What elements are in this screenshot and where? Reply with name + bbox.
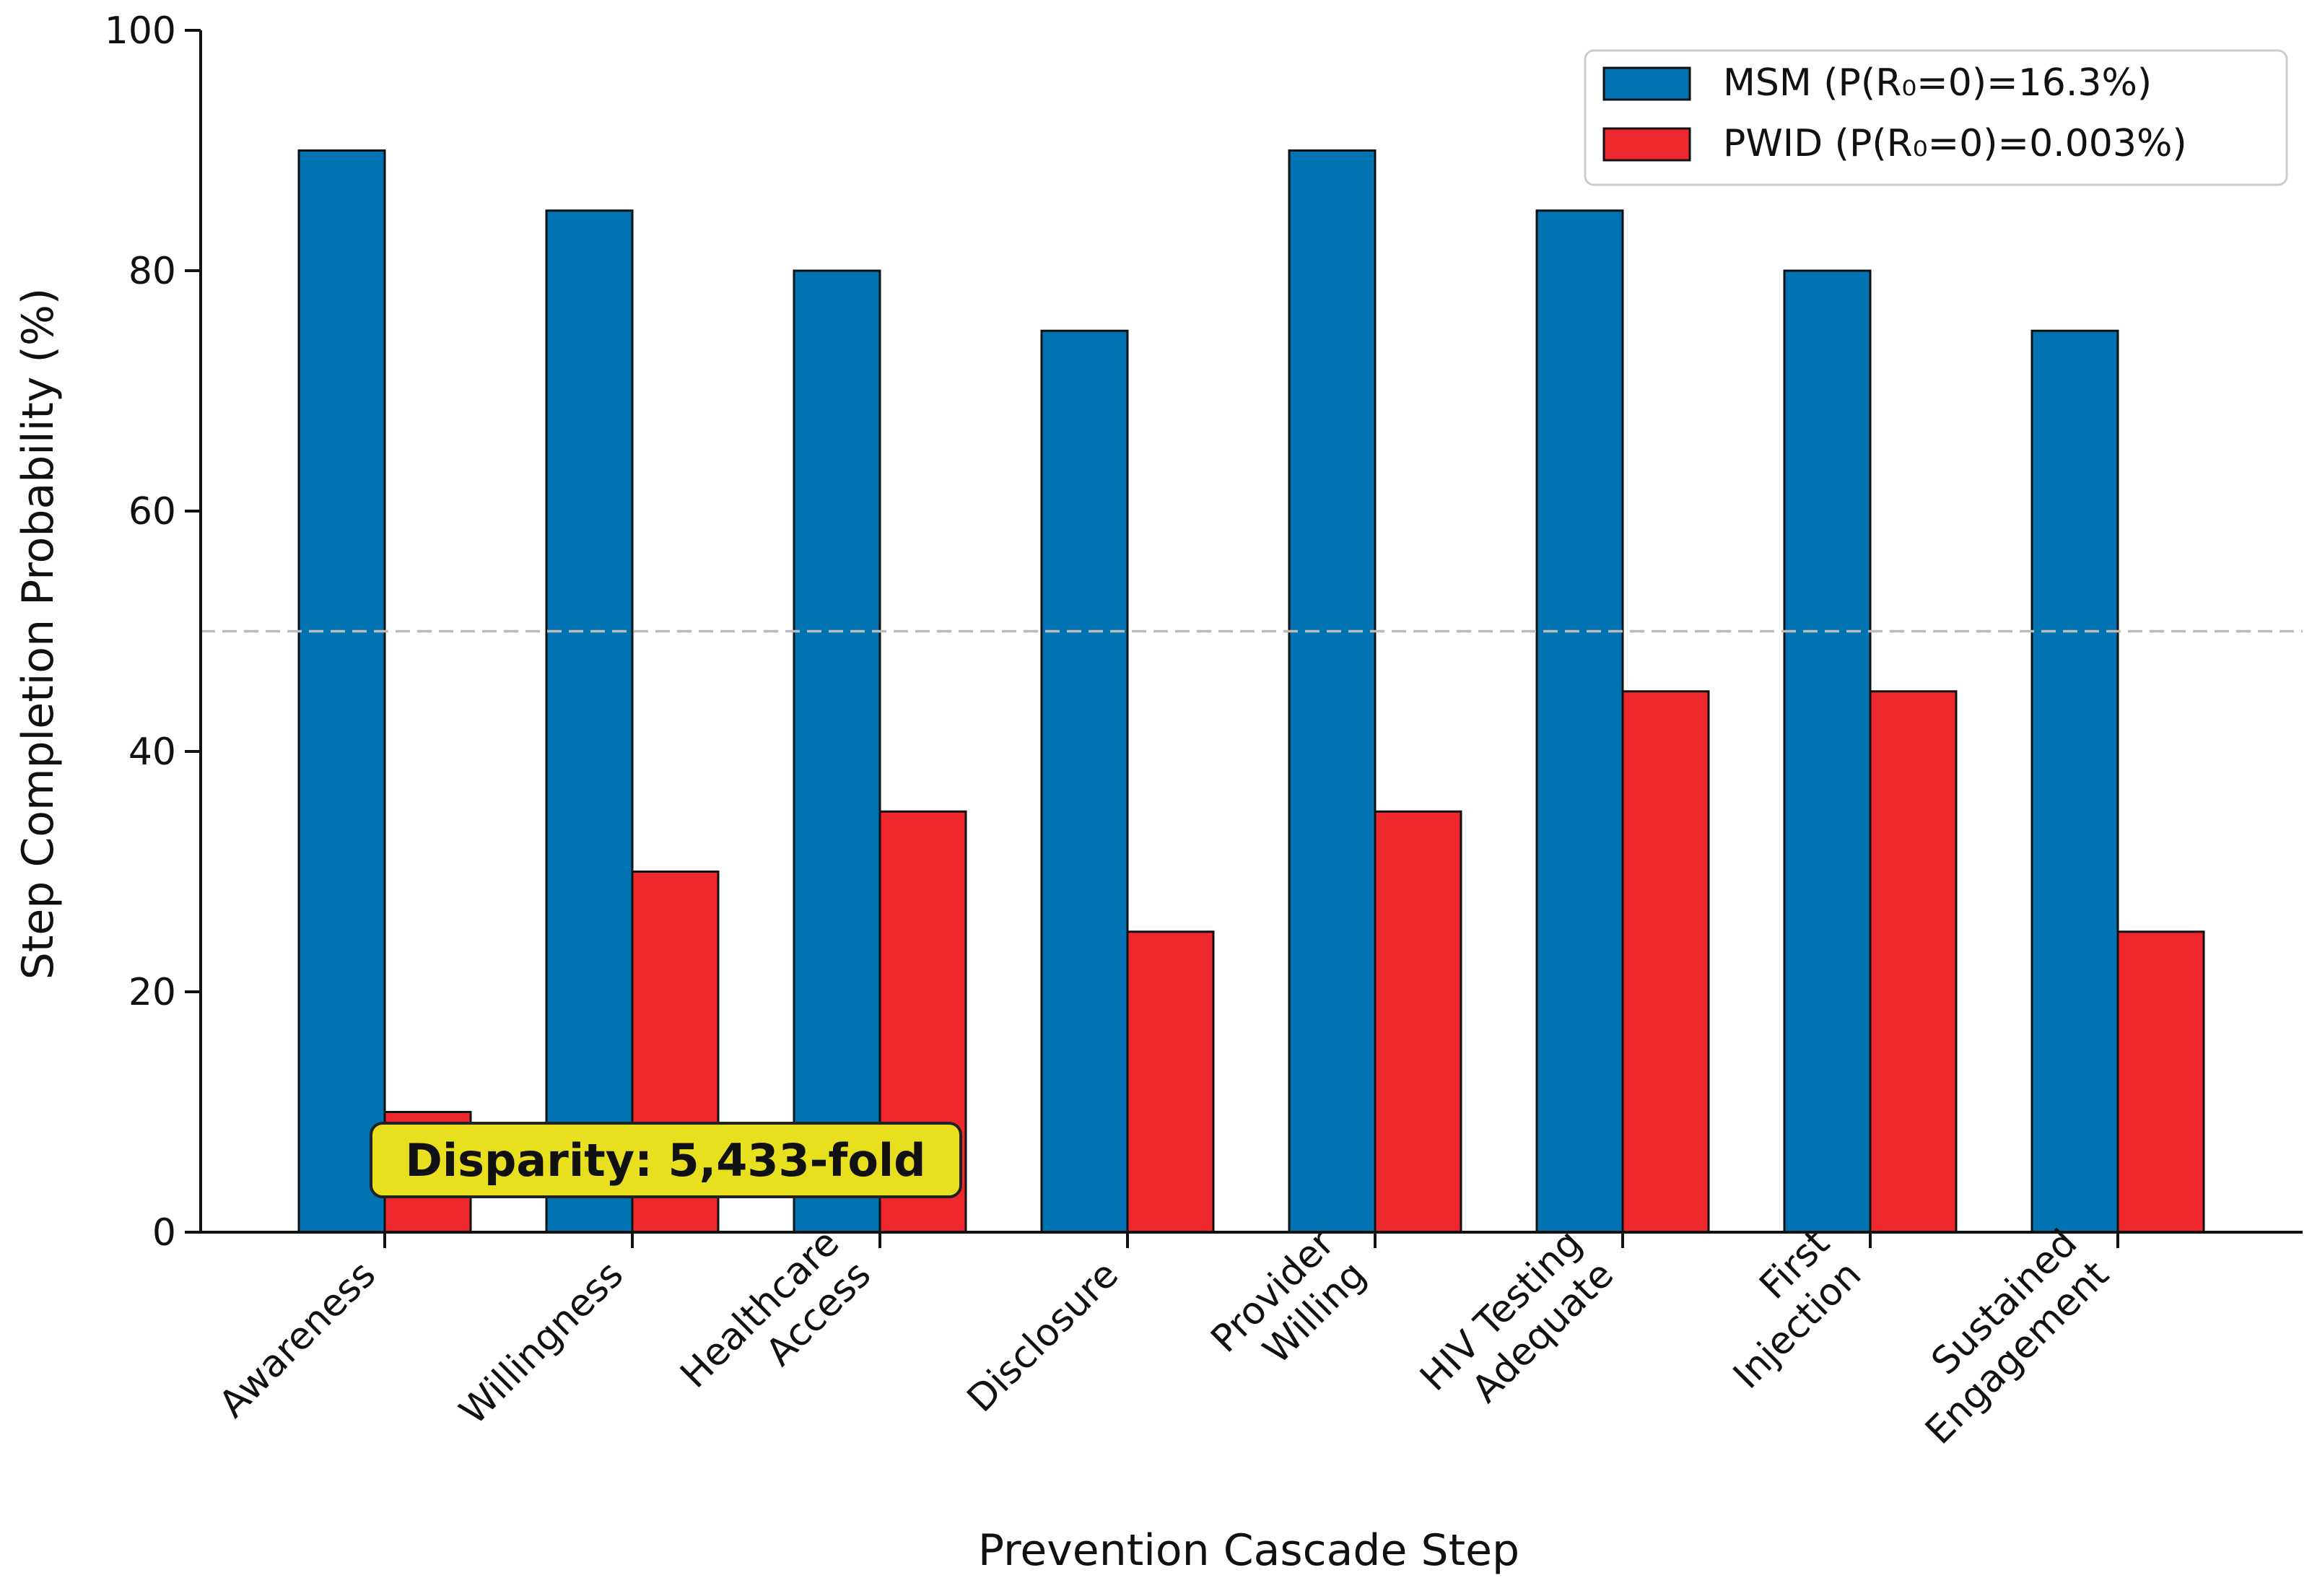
legend-frame [1584, 49, 2288, 186]
y-axis-title: Step Completion Probability (%) [13, 288, 64, 980]
pwid-bar-5 [1374, 810, 1462, 1234]
legend: MSM (P(R₀=0)=16.3%) PWID (P(R₀=0)=0.003%) [1584, 49, 2288, 186]
x-tick-label-5: ProviderWilling [1203, 1221, 1375, 1392]
msm-bar-7 [1783, 269, 1872, 1234]
disparity-annotation: Disparity: 5,433-fold [370, 1122, 962, 1198]
msm-bar-1 [297, 149, 386, 1234]
annotation-text: Disparity: 5,433-fold [405, 1134, 925, 1187]
x-tick-label-1: Awareness [211, 1253, 384, 1426]
legend-label-msm: MSM (P(R₀=0)=16.3%) [1723, 61, 2152, 105]
legend-swatch-msm [1602, 66, 1691, 101]
pwid-bar-6 [1621, 690, 1710, 1234]
legend-swatch-pwid [1602, 127, 1691, 162]
x-tick-label-4: Disclosure [959, 1253, 1127, 1421]
x-tick-label-7: FirstInjection [1693, 1221, 1870, 1397]
annotation-box [370, 1122, 962, 1198]
pwid-bar-4 [1126, 930, 1215, 1234]
plot-area [297, 149, 2205, 1234]
y-tick-label-40: 40 [128, 731, 176, 774]
x-tick-label-6: HIV TestingAdequate [1412, 1221, 1622, 1431]
legend-label-pwid: PWID (P(R₀=0)=0.003%) [1723, 122, 2187, 165]
y-tick-label-60: 60 [128, 490, 176, 533]
msm-bar-2 [545, 209, 634, 1234]
y-tick-label-80: 80 [128, 250, 176, 293]
msm-bar-6 [1535, 209, 1624, 1234]
pwid-bar-7 [1869, 690, 1958, 1234]
msm-bar-8 [2030, 329, 2119, 1234]
x-axis-title: Prevention Cascade Step [978, 1525, 1519, 1576]
x-tick-label-3: HealthcareAccess [673, 1221, 880, 1429]
msm-bar-3 [793, 269, 881, 1234]
msm-bar-4 [1040, 329, 1129, 1234]
x-tick-label-2: Willingness [451, 1253, 632, 1434]
pwid-bar-8 [2116, 930, 2205, 1234]
y-tick-label-0: 0 [152, 1211, 176, 1255]
x-tick-label-8: SustainedEngagement [1885, 1221, 2117, 1453]
axes: 0 20 40 60 80 100 Awareness Willingness Healthca… [105, 9, 2303, 1453]
y-tick-label-100: 100 [105, 9, 176, 53]
y-tick-label-20: 20 [128, 971, 176, 1014]
msm-bar-5 [1288, 149, 1377, 1234]
